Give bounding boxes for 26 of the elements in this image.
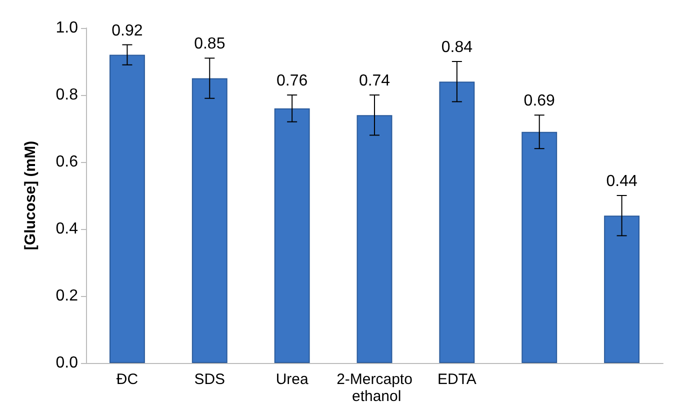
bar: [439, 82, 475, 363]
data-label: 0.44: [606, 173, 638, 190]
y-tick-label: 0.8: [56, 86, 78, 104]
y-axis-title: [Glucose] (mM): [22, 140, 39, 250]
data-label: 0.92: [112, 22, 143, 40]
x-tick-label: SDS: [194, 371, 226, 388]
bar: [192, 78, 228, 363]
y-tick-label: 0.2: [56, 288, 78, 304]
bar: [274, 108, 310, 363]
y-tick-label: 0.0: [56, 354, 78, 372]
data-label: 0.69: [524, 92, 556, 110]
x-tick-label: EDTA: [437, 371, 476, 388]
y-tick-label: 0.6: [56, 154, 78, 170]
x-tick-label: Urea: [276, 371, 309, 388]
bar: [109, 54, 145, 363]
data-label: 0.76: [276, 72, 308, 90]
bar: [356, 115, 392, 363]
data-label: 0.84: [441, 39, 473, 56]
data-label: 0.85: [194, 36, 226, 53]
y-tick-label: 1.0: [56, 20, 78, 36]
x-tick-label: ĐC: [116, 371, 138, 388]
bar: [604, 216, 640, 363]
x-tick-label: 2-Mercapto ethanol: [336, 371, 412, 405]
data-label: 0.74: [358, 72, 390, 90]
bar: [522, 132, 558, 363]
y-tick-label: 0.4: [56, 220, 78, 238]
